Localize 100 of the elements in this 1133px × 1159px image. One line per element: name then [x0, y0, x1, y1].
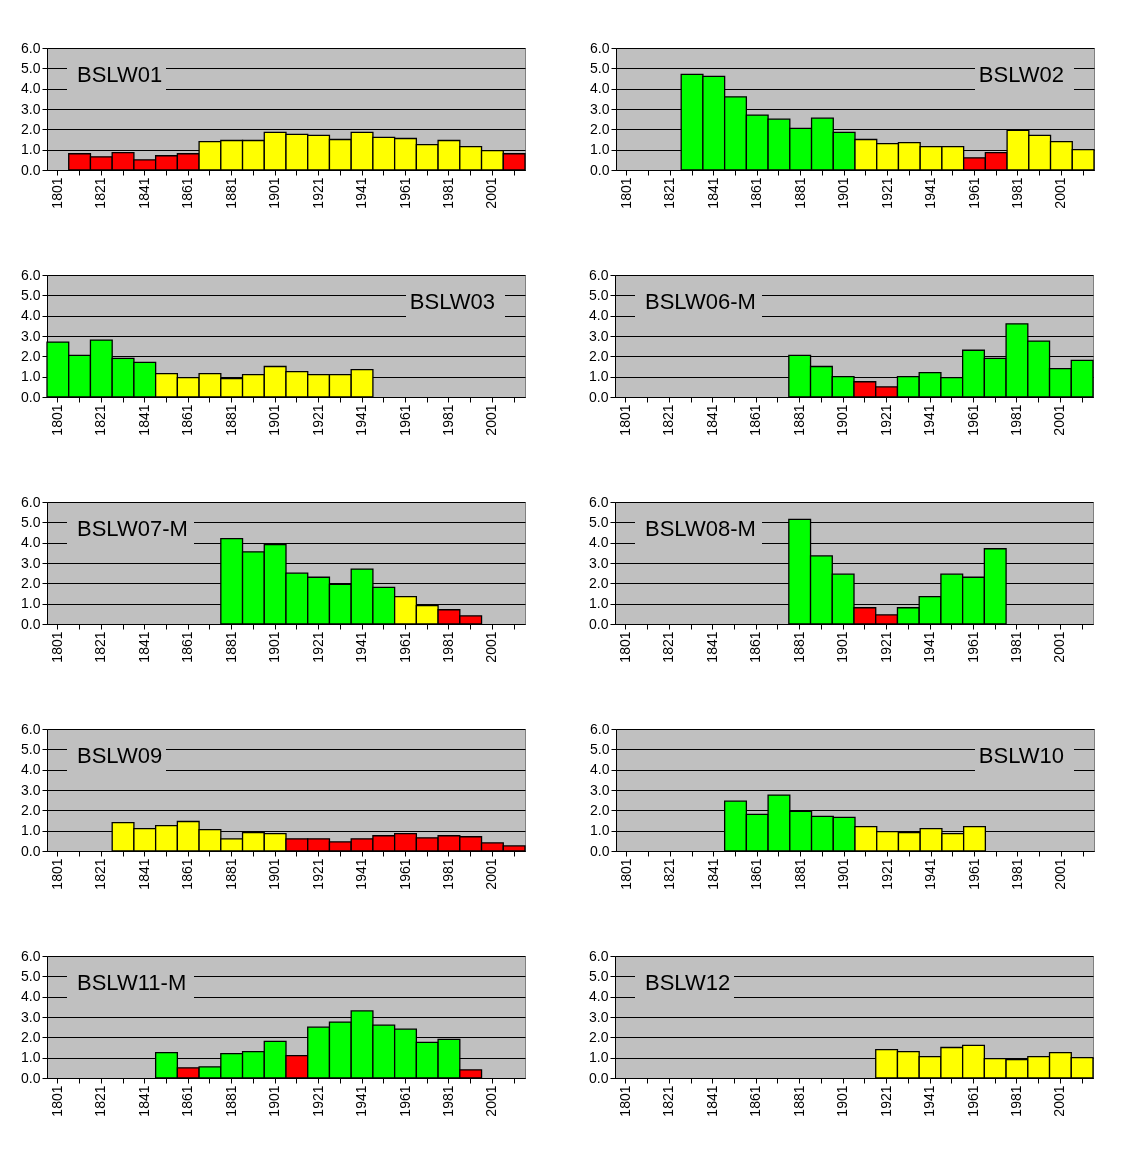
y-tick-label: 6.0: [21, 266, 41, 283]
x-tick-label: 1841: [704, 177, 721, 209]
y-tick-label: 1.0: [589, 1049, 609, 1066]
y-tick-label: 2.0: [589, 347, 609, 364]
y-tick-label: 4.0: [21, 80, 41, 97]
y-tick-label: 4.0: [21, 761, 41, 778]
y-tick-label: 3.0: [589, 554, 609, 571]
y-tick-label: 2.0: [589, 574, 609, 591]
x-tick-label: 2001: [1052, 177, 1069, 209]
x-tick-label: 1941: [353, 1085, 370, 1117]
x-tick-label: 1861: [748, 177, 765, 209]
y-tick-label: 2.0: [21, 574, 41, 591]
y-tick-label: 0.0: [589, 615, 609, 632]
x-tick-label: 1961: [396, 177, 413, 209]
x-tick-label: 2001: [483, 404, 500, 436]
x-tick-label: 1821: [660, 631, 677, 663]
x-tick-label: 1901: [835, 177, 852, 209]
x-tick-label: 1861: [179, 177, 196, 209]
x-tick-label: 1921: [309, 858, 326, 890]
x-tick-label: 1921: [877, 404, 894, 436]
x-tick-label: 1881: [791, 177, 808, 209]
x-tick-label: 1841: [703, 1085, 720, 1117]
y-tick-label: 0.0: [21, 161, 41, 178]
x-tick-label: 1821: [661, 177, 678, 209]
x-tick-label: 1921: [309, 404, 326, 436]
y-tick-label: 4.0: [589, 534, 609, 551]
x-tick-label: 1961: [396, 1085, 413, 1117]
text: BSLW09: [77, 743, 163, 768]
x-tick-label: 1981: [439, 1085, 456, 1117]
x-tick-label: 1821: [660, 404, 677, 436]
x-tick-label: 1841: [703, 631, 720, 663]
x-tick-label: 1941: [922, 858, 939, 890]
x-tick-label: 1981: [439, 858, 456, 890]
x-tick-label: 1901: [834, 1085, 851, 1117]
x-tick-label: 1821: [92, 1085, 109, 1117]
x-tick-label: 1841: [135, 631, 152, 663]
x-tick-label: 1881: [791, 858, 808, 890]
text: BSLW01: [77, 62, 163, 87]
x-tick-label: 1981: [1007, 631, 1024, 663]
x-tick-label: 1881: [222, 404, 239, 436]
y-tick-label: 2.0: [21, 120, 41, 137]
x-tick-label: 1941: [353, 631, 370, 663]
x-tick-label: 1961: [965, 858, 982, 890]
y-tick-label: 4.0: [21, 534, 41, 551]
x-tick-label: 1961: [965, 177, 982, 209]
y-tick-label: 4.0: [21, 988, 41, 1005]
x-tick-label: 1881: [222, 858, 239, 890]
y-tick-label: 2.0: [590, 801, 610, 818]
y-tick-label: 6.0: [590, 39, 610, 56]
x-tick-label: 2001: [483, 177, 500, 209]
y-tick-label: 3.0: [21, 327, 41, 344]
x-tick-label: 1821: [92, 177, 109, 209]
x-tick-label: 1861: [747, 1085, 764, 1117]
x-tick-label: 1861: [179, 1085, 196, 1117]
x-tick-label: 2001: [1052, 858, 1069, 890]
x-tick-label: 1821: [92, 404, 109, 436]
y-tick-label: 0.0: [21, 1069, 41, 1086]
x-tick-label: 1901: [266, 404, 283, 436]
x-tick-label: 1981: [439, 177, 456, 209]
x-tick-label: 2001: [1051, 404, 1068, 436]
x-tick-label: 1861: [179, 404, 196, 436]
x-tick-label: 1861: [747, 631, 764, 663]
x-tick-label: 1801: [616, 631, 633, 663]
x-tick-label: 2001: [1051, 1085, 1068, 1117]
x-tick-label: 1881: [222, 177, 239, 209]
x-tick-label: 1861: [179, 858, 196, 890]
y-tick-label: 0.0: [21, 388, 41, 405]
y-tick-label: 0.0: [589, 388, 609, 405]
x-tick-label: 1941: [922, 177, 939, 209]
x-tick-label: 1801: [48, 858, 65, 890]
x-tick-label: 1841: [135, 1085, 152, 1117]
y-tick-label: 1.0: [21, 595, 41, 612]
x-tick-label: 1961: [964, 1085, 981, 1117]
x-tick-label: 1801: [616, 404, 633, 436]
y-tick-label: 1.0: [21, 822, 41, 839]
y-tick-label: 4.0: [590, 80, 610, 97]
y-tick-label: 0.0: [21, 615, 41, 632]
y-tick-label: 1.0: [21, 1049, 41, 1066]
x-tick-label: 1901: [266, 1085, 283, 1117]
x-tick-label: 1801: [617, 177, 634, 209]
x-tick-label: 1981: [439, 631, 456, 663]
y-tick-label: 5.0: [21, 59, 41, 76]
x-tick-label: 1961: [396, 858, 413, 890]
x-tick-label: 1961: [964, 404, 981, 436]
x-tick-label: 1901: [834, 631, 851, 663]
y-tick-label: 1.0: [21, 141, 41, 158]
x-tick-label: 1921: [877, 631, 894, 663]
y-tick-label: 6.0: [590, 720, 610, 737]
y-tick-label: 4.0: [21, 307, 41, 324]
x-tick-label: 1941: [921, 404, 938, 436]
x-tick-label: 1841: [704, 858, 721, 890]
x-tick-label: 1801: [48, 404, 65, 436]
y-tick-label: 5.0: [21, 513, 41, 530]
y-tick-label: 6.0: [21, 493, 41, 510]
x-tick-label: 1941: [353, 404, 370, 436]
x-tick-label: 2001: [1051, 631, 1068, 663]
y-tick-label: 2.0: [21, 801, 41, 818]
x-tick-label: 1821: [660, 1085, 677, 1117]
y-tick-label: 5.0: [590, 59, 610, 76]
x-tick-label: 1801: [616, 1085, 633, 1117]
